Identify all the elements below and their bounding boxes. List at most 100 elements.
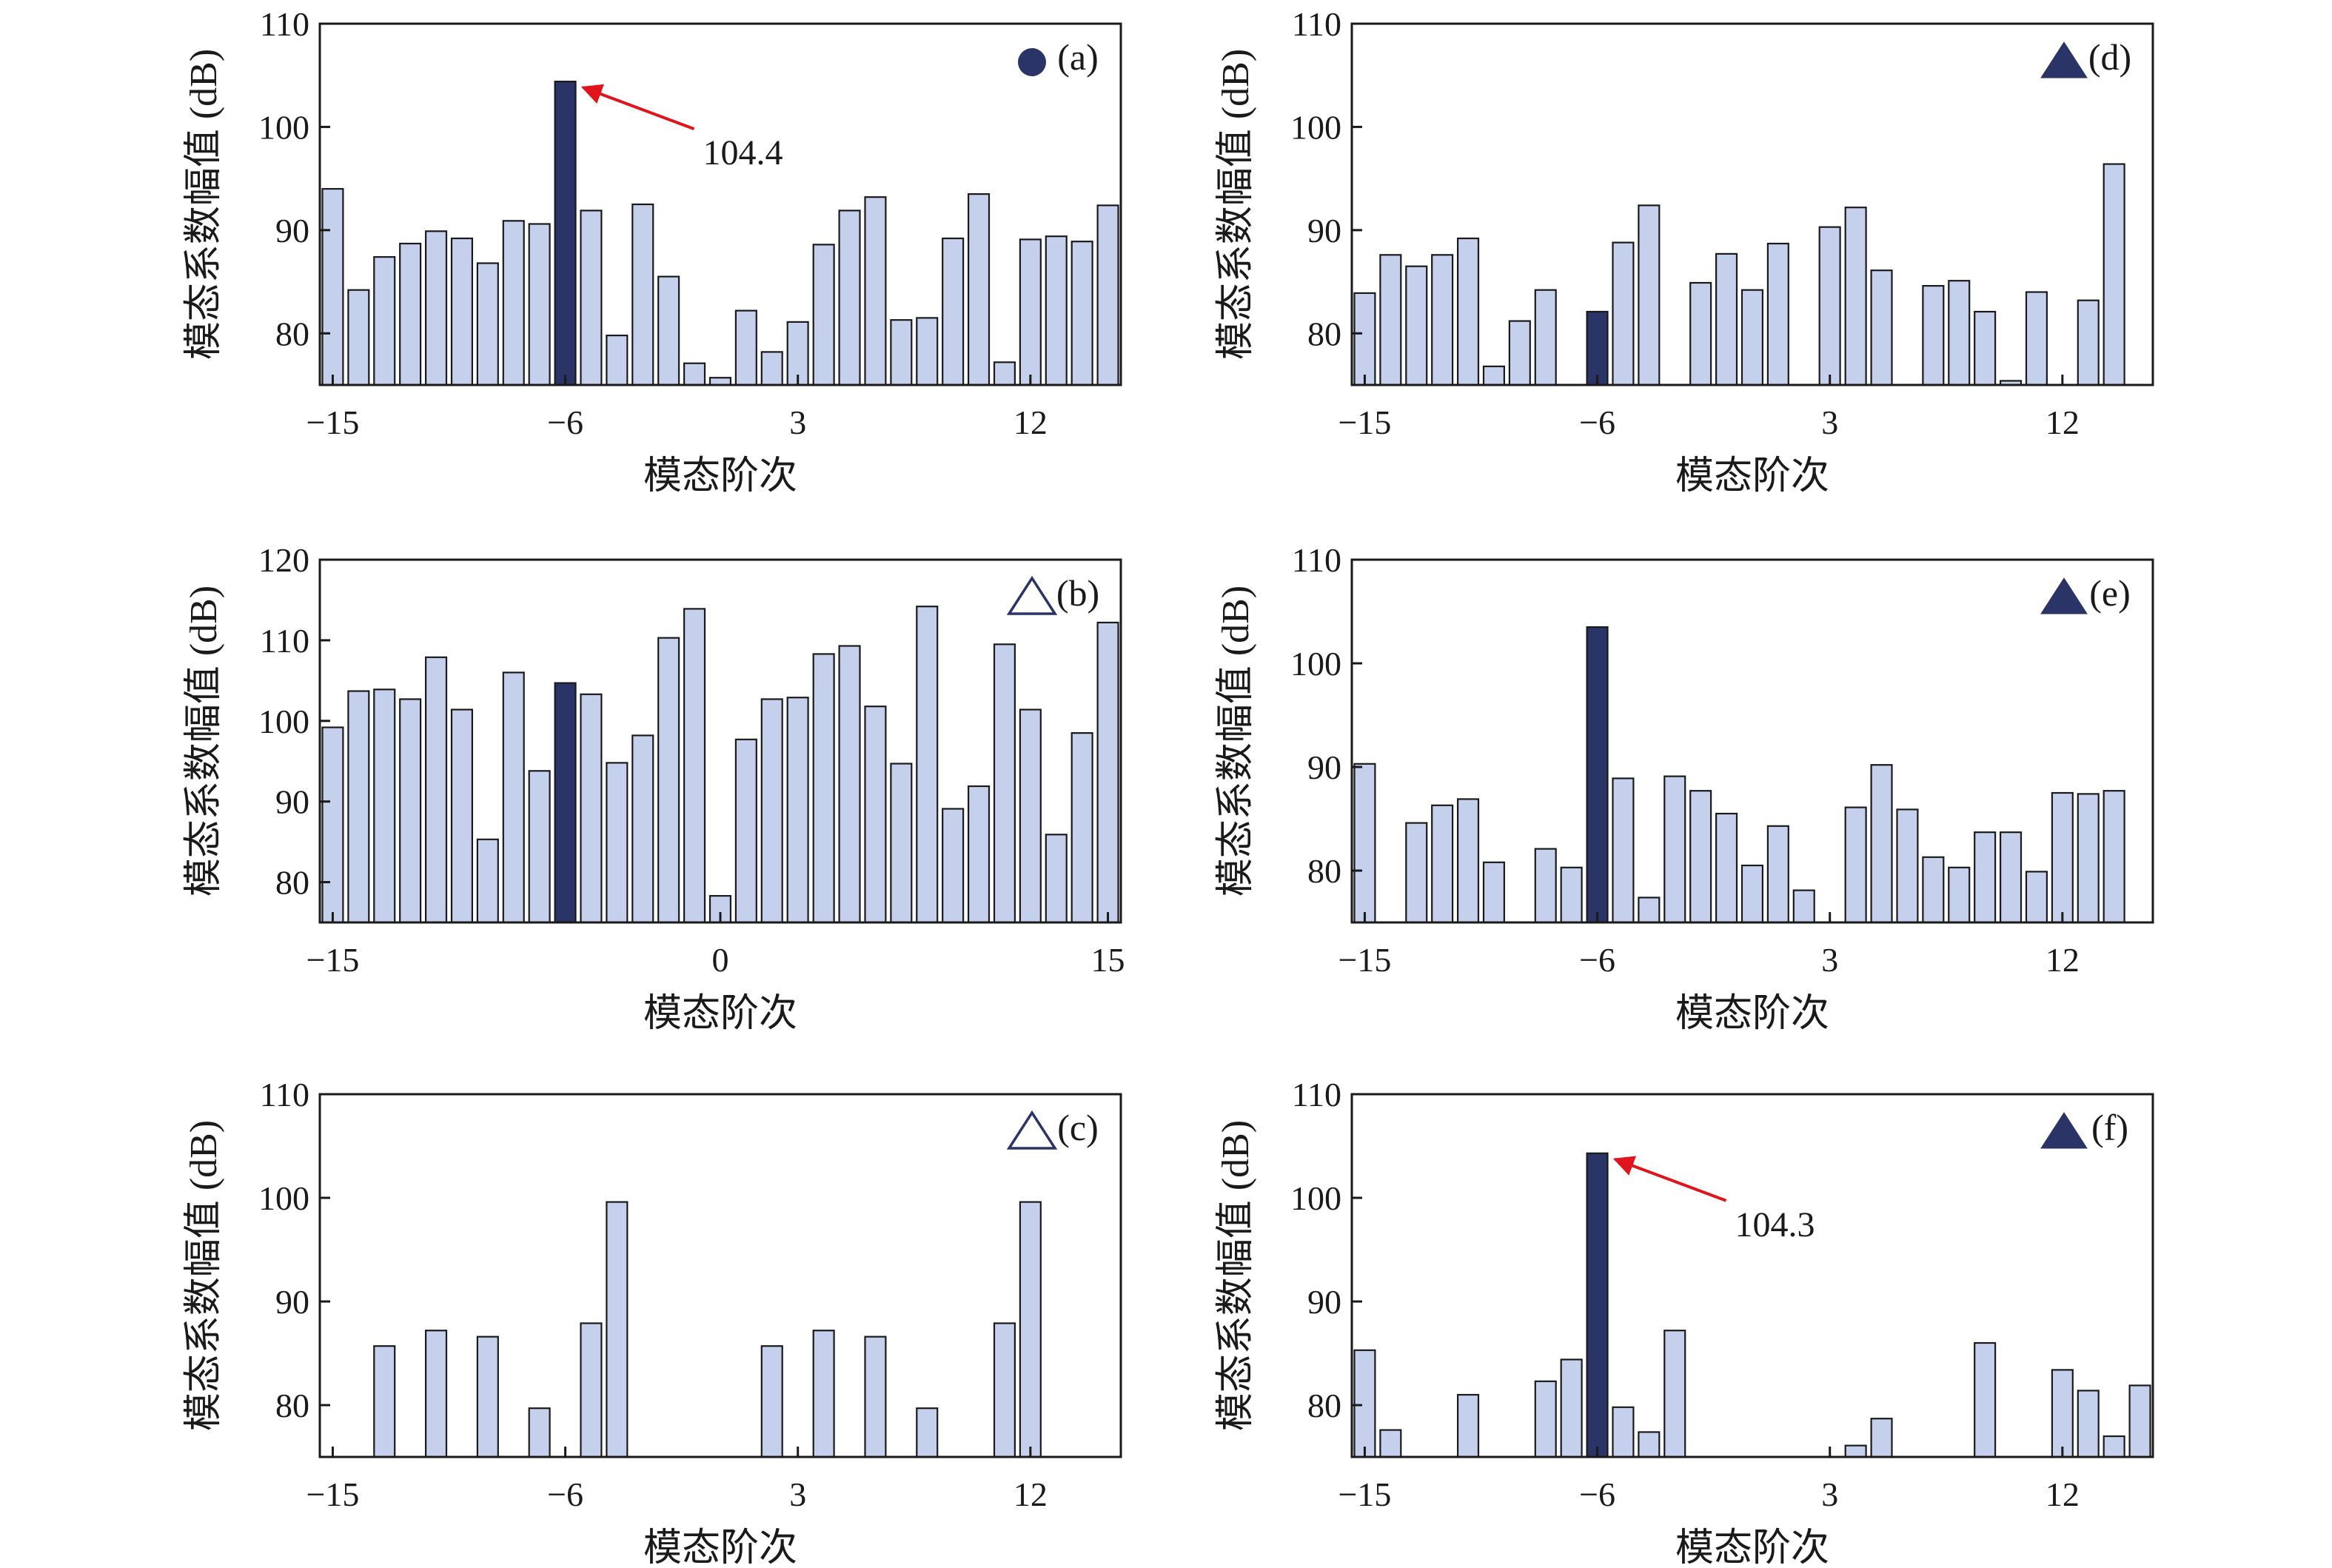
y-tick-label: 100: [258, 108, 309, 146]
bar: [786, 321, 809, 386]
bar: [942, 237, 965, 386]
bar: [2077, 299, 2100, 386]
bar: [631, 734, 654, 924]
y-tick-label: 90: [1307, 1283, 1341, 1321]
plot-frame: [1350, 1093, 2154, 1458]
annotation-arrow: [580, 84, 695, 130]
bar: [502, 671, 525, 924]
plot-frame: [1350, 22, 2154, 386]
bar: [1379, 254, 1402, 386]
bar: [321, 188, 344, 386]
y-tick-label: 100: [1290, 645, 1341, 683]
x-tick-label: −6: [1579, 941, 1615, 979]
x-axis-title: 模态阶次: [1675, 455, 1829, 497]
bar: [1740, 864, 1763, 924]
bar: [890, 763, 913, 924]
panel-e: 80 90 100 110 −15 −6 3 12 模态阶次 模态系数幅值 (dB) (e): [1215, 541, 2154, 1035]
y-tick-label: 80: [1307, 315, 1341, 352]
panel-label: (c): [1057, 1107, 1099, 1148]
bar: [1922, 285, 1945, 386]
bar: [2025, 291, 2048, 386]
bar-highlight: [1586, 310, 1609, 386]
bar-highlight: [554, 80, 577, 386]
bar: [347, 289, 370, 386]
bar: [1560, 866, 1583, 924]
bar: [838, 645, 861, 924]
x-tick-label: −15: [1338, 1475, 1391, 1513]
bar: [1922, 856, 1945, 924]
bar: [1974, 831, 1997, 924]
bar: [606, 762, 629, 924]
bar: [967, 785, 991, 924]
bar: [916, 317, 939, 386]
x-tick-label: 12: [2045, 941, 2080, 979]
y-tick-label: 100: [1290, 108, 1341, 146]
y-tick-label: 90: [275, 1283, 309, 1321]
bar: [424, 230, 448, 386]
bar: [528, 770, 551, 924]
bar: [2051, 1369, 2074, 1458]
y-tick-label: 110: [1292, 1076, 1341, 1113]
bar: [1482, 861, 1505, 924]
bar: [838, 210, 861, 386]
bar: [606, 1201, 629, 1458]
bar: [2077, 1390, 2100, 1458]
bar: [1766, 825, 1789, 924]
bar: [1405, 265, 1428, 386]
bar: [993, 1322, 1016, 1458]
x-tick-label: 3: [1821, 1475, 1838, 1513]
bar: [812, 653, 835, 924]
x-tick-label: 3: [789, 403, 806, 441]
x-tick-label: 15: [1091, 941, 1125, 979]
y-tick-label: 80: [1307, 1387, 1341, 1424]
bar: [1456, 798, 1480, 924]
bar: [1534, 289, 1557, 386]
bar: [1740, 289, 1763, 386]
y-tick-label: 90: [275, 783, 309, 821]
bar: [1844, 806, 1867, 924]
y-tick-label: 100: [258, 1179, 309, 1217]
bar-highlight: [1586, 1152, 1609, 1458]
y-tick-label: 90: [275, 212, 309, 249]
x-tick-label: 3: [1821, 403, 1838, 441]
bar: [373, 688, 396, 924]
x-axis-title: 模态阶次: [643, 1527, 797, 1568]
x-tick-label: −6: [1579, 403, 1615, 441]
bar: [1534, 848, 1557, 924]
bar: [399, 242, 422, 386]
bar: [1896, 808, 1919, 924]
bar: [347, 690, 370, 924]
y-tick-label: 80: [1307, 852, 1341, 890]
bar: [1096, 621, 1119, 924]
bar: [2103, 163, 2125, 386]
bar: [1870, 269, 1893, 386]
bar: [1534, 1380, 1557, 1458]
bar: [1070, 731, 1093, 924]
bar: [1948, 866, 1971, 924]
y-tick-label: 100: [1290, 1179, 1341, 1217]
bar: [631, 203, 654, 386]
y-tick-label: 110: [1292, 5, 1341, 43]
bar: [864, 196, 887, 386]
bar: [2077, 793, 2100, 924]
filled-circle-marker-icon: [1018, 48, 1046, 76]
bar: [450, 708, 473, 924]
bar: [1379, 1429, 1402, 1458]
x-tick-label: −15: [306, 941, 359, 979]
y-tick-label: 120: [258, 541, 309, 579]
panel-label: (d): [2088, 36, 2131, 78]
bar: [1353, 292, 1376, 386]
bar: [967, 193, 991, 386]
bar: [1818, 226, 1841, 386]
y-tick-label: 110: [260, 5, 309, 43]
panel-label: (e): [2089, 572, 2131, 614]
bar: [1689, 790, 1712, 924]
bar: [1560, 1358, 1583, 1458]
bar: [1019, 238, 1042, 386]
plot-frame: [1350, 558, 2154, 924]
y-tick-label: 80: [275, 864, 309, 902]
x-tick-label: −6: [547, 1475, 583, 1513]
bar: [2025, 871, 2048, 924]
bar: [1638, 1431, 1661, 1458]
bar: [1663, 1330, 1686, 1458]
